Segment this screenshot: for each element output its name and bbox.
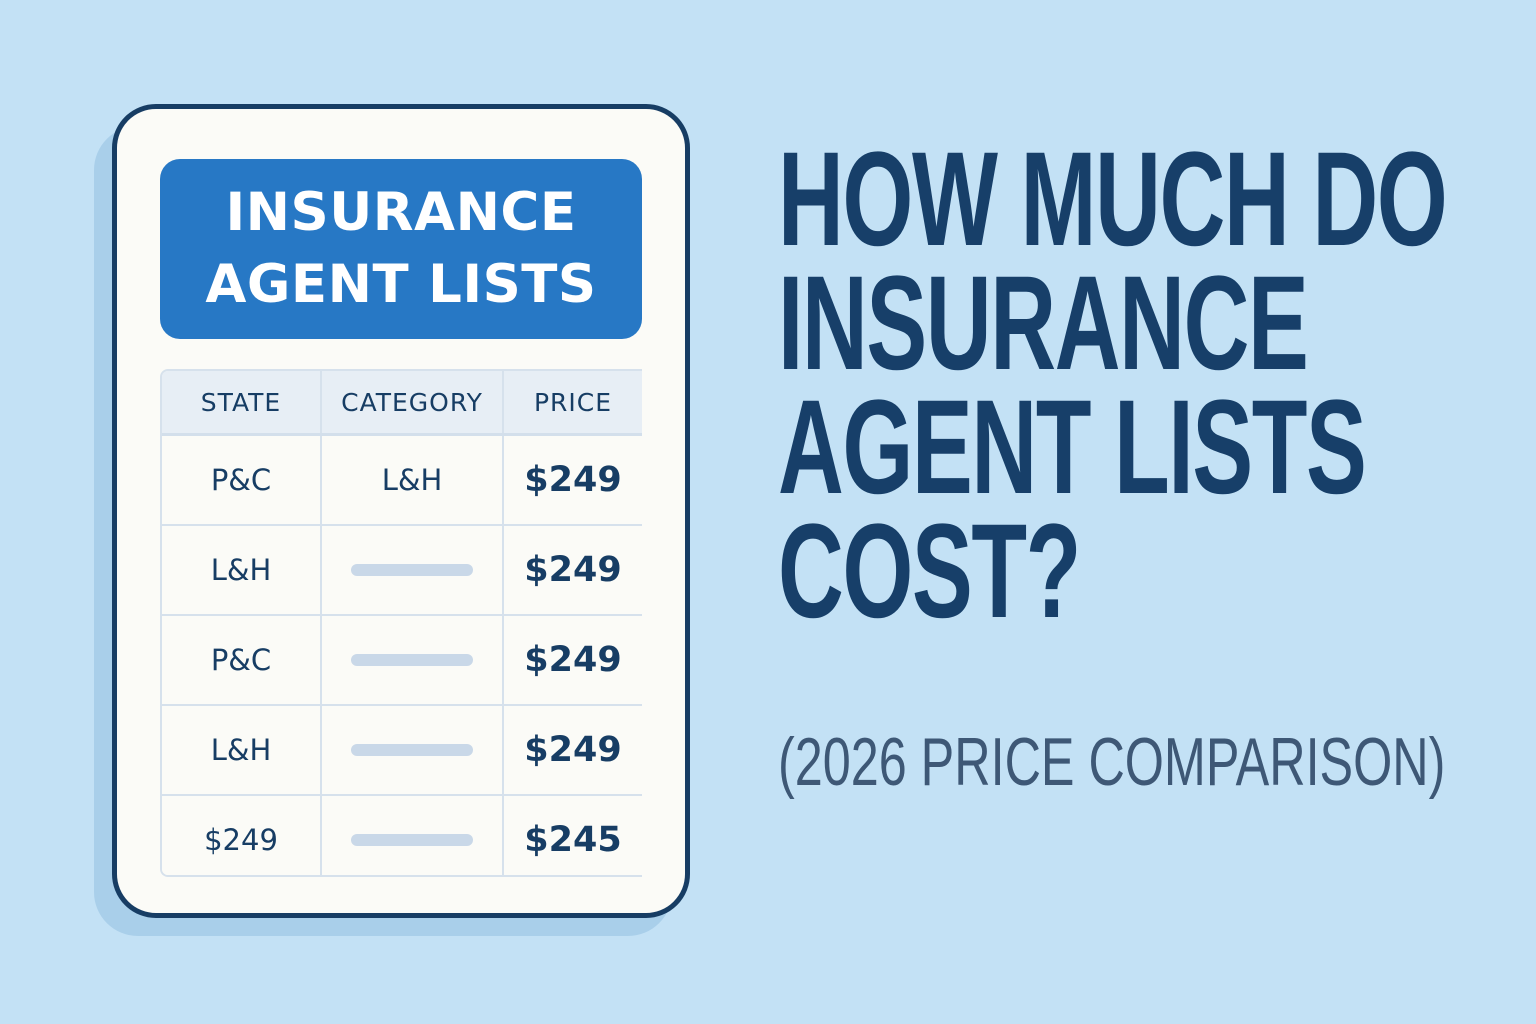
table-row: P&C $249 [162, 616, 642, 706]
category-placeholder-bar [351, 744, 473, 756]
table-row: P&C L&H $249 [162, 436, 642, 526]
price-cell: $249 [524, 550, 622, 590]
price-cell: $249 [524, 640, 622, 680]
category-cell [322, 616, 504, 704]
column-header-price: PRICE [533, 387, 613, 417]
price-cell: $249 [524, 730, 622, 770]
price-cell: $245 [524, 820, 622, 860]
column-header-category: CATEGORY [322, 371, 504, 433]
card-title-banner: INSURANCE AGENT LISTS [160, 159, 642, 339]
card-title-line-1: INSURANCE [225, 182, 577, 243]
category-cell [322, 526, 504, 614]
table-header: STATE CATEGORY PRICE [162, 371, 642, 436]
state-cell: P&C [162, 436, 322, 524]
headline-line-1: HOW MUCH DO [778, 125, 1448, 274]
subheadline: (2026 PRICE COMPARISON) [778, 724, 1446, 800]
headline-line-2: INSURANCE [778, 249, 1309, 398]
table-row: $249 $245 [162, 796, 642, 875]
state-cell: L&H [162, 706, 322, 794]
state-cell: L&H [162, 526, 322, 614]
category-placeholder-bar [351, 654, 473, 666]
table-row: L&H $249 [162, 706, 642, 796]
category-cell [322, 796, 504, 875]
state-cell: $249 [162, 796, 322, 875]
category-placeholder-bar [351, 564, 473, 576]
price-cell: $249 [524, 460, 622, 500]
table-row: L&H $249 [162, 526, 642, 616]
state-cell: P&C [162, 616, 322, 704]
category-cell: L&H [322, 436, 504, 524]
headline: HOW MUCH DO INSURANCE AGENT LISTS COST? [778, 125, 1518, 646]
price-list-card: INSURANCE AGENT LISTS STATE CATEGORY PRI… [112, 104, 690, 918]
headline-line-3: AGENT LISTS [778, 373, 1367, 522]
headline-line-4: COST? [778, 497, 1081, 646]
card-title-line-2: AGENT LISTS [205, 254, 597, 315]
category-cell [322, 706, 504, 794]
column-header-state: STATE [162, 371, 322, 433]
price-table: STATE CATEGORY PRICE P&C L&H $249 L&H $2… [160, 369, 642, 877]
category-placeholder-bar [351, 834, 473, 846]
